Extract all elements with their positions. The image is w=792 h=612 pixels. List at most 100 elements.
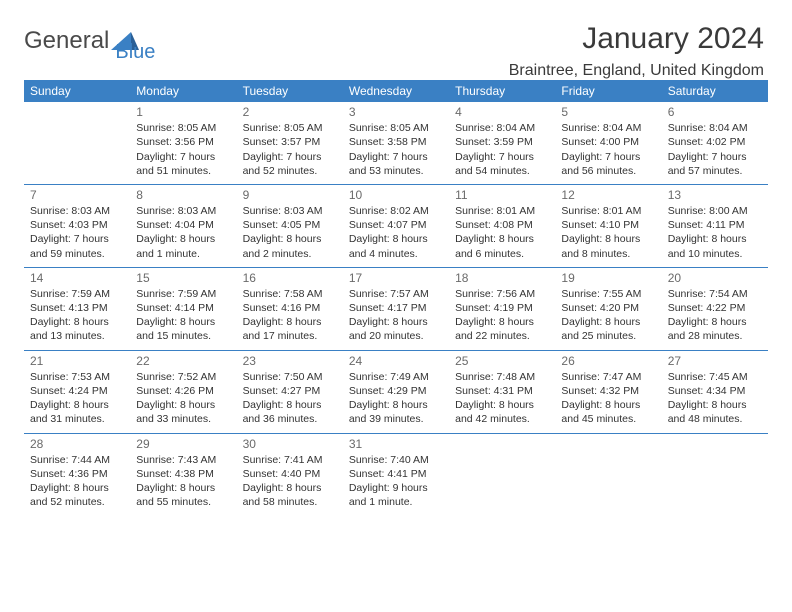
sunrise-text: Sunrise: 7:59 AM — [136, 287, 230, 301]
daylight-text-2: and 15 minutes. — [136, 329, 230, 343]
calendar-day-cell: 4Sunrise: 8:04 AMSunset: 3:59 PMDaylight… — [449, 102, 555, 184]
daylight-text-2: and 17 minutes. — [243, 329, 337, 343]
calendar-day-cell: 27Sunrise: 7:45 AMSunset: 4:34 PMDayligh… — [662, 350, 768, 433]
day-number: 31 — [349, 436, 443, 452]
daylight-text-2: and 55 minutes. — [136, 495, 230, 509]
day-number: 14 — [30, 270, 124, 286]
daylight-text-2: and 8 minutes. — [561, 247, 655, 261]
daylight-text-1: Daylight: 7 hours — [561, 150, 655, 164]
calendar-day-cell: 24Sunrise: 7:49 AMSunset: 4:29 PMDayligh… — [343, 350, 449, 433]
day-number: 18 — [455, 270, 549, 286]
day-number: 1 — [136, 104, 230, 120]
calendar-day-cell: 9Sunrise: 8:03 AMSunset: 4:05 PMDaylight… — [237, 184, 343, 267]
calendar-day-cell: 19Sunrise: 7:55 AMSunset: 4:20 PMDayligh… — [555, 267, 661, 350]
day-header: Saturday — [662, 80, 768, 102]
daylight-text-1: Daylight: 8 hours — [668, 232, 762, 246]
calendar-day-cell: 20Sunrise: 7:54 AMSunset: 4:22 PMDayligh… — [662, 267, 768, 350]
day-number: 11 — [455, 187, 549, 203]
sunset-text: Sunset: 4:36 PM — [30, 467, 124, 481]
sunset-text: Sunset: 4:26 PM — [136, 384, 230, 398]
day-number: 9 — [243, 187, 337, 203]
daylight-text-1: Daylight: 7 hours — [136, 150, 230, 164]
calendar-week-row: 1Sunrise: 8:05 AMSunset: 3:56 PMDaylight… — [24, 102, 768, 184]
daylight-text-2: and 54 minutes. — [455, 164, 549, 178]
daylight-text-2: and 28 minutes. — [668, 329, 762, 343]
sunset-text: Sunset: 4:13 PM — [30, 301, 124, 315]
calendar-day-cell: 15Sunrise: 7:59 AMSunset: 4:14 PMDayligh… — [130, 267, 236, 350]
sunrise-text: Sunrise: 8:05 AM — [349, 121, 443, 135]
daylight-text-2: and 56 minutes. — [561, 164, 655, 178]
day-number: 5 — [561, 104, 655, 120]
sunrise-text: Sunrise: 7:50 AM — [243, 370, 337, 384]
logo-text-blue: Blue — [115, 42, 155, 62]
sunset-text: Sunset: 4:29 PM — [349, 384, 443, 398]
sunset-text: Sunset: 4:00 PM — [561, 135, 655, 149]
sunset-text: Sunset: 4:27 PM — [243, 384, 337, 398]
sunset-text: Sunset: 4:19 PM — [455, 301, 549, 315]
day-number: 21 — [30, 353, 124, 369]
sunset-text: Sunset: 4:11 PM — [668, 218, 762, 232]
sunrise-text: Sunrise: 8:04 AM — [561, 121, 655, 135]
daylight-text-2: and 52 minutes. — [30, 495, 124, 509]
sunrise-text: Sunrise: 8:02 AM — [349, 204, 443, 218]
calendar-day-cell — [555, 433, 661, 515]
sunset-text: Sunset: 3:56 PM — [136, 135, 230, 149]
sunset-text: Sunset: 3:57 PM — [243, 135, 337, 149]
daylight-text-1: Daylight: 8 hours — [30, 398, 124, 412]
daylight-text-2: and 1 minute. — [349, 495, 443, 509]
sunset-text: Sunset: 4:16 PM — [243, 301, 337, 315]
day-number: 23 — [243, 353, 337, 369]
daylight-text-1: Daylight: 8 hours — [455, 315, 549, 329]
sunrise-text: Sunrise: 8:04 AM — [455, 121, 549, 135]
calendar-week-row: 28Sunrise: 7:44 AMSunset: 4:36 PMDayligh… — [24, 433, 768, 515]
daylight-text-1: Daylight: 8 hours — [349, 398, 443, 412]
day-header: Tuesday — [237, 80, 343, 102]
calendar-day-cell: 21Sunrise: 7:53 AMSunset: 4:24 PMDayligh… — [24, 350, 130, 433]
sunrise-text: Sunrise: 7:47 AM — [561, 370, 655, 384]
calendar-day-cell: 1Sunrise: 8:05 AMSunset: 3:56 PMDaylight… — [130, 102, 236, 184]
daylight-text-1: Daylight: 9 hours — [349, 481, 443, 495]
daylight-text-2: and 1 minute. — [136, 247, 230, 261]
day-number: 16 — [243, 270, 337, 286]
day-number: 22 — [136, 353, 230, 369]
day-number: 24 — [349, 353, 443, 369]
sunrise-text: Sunrise: 7:40 AM — [349, 453, 443, 467]
day-header: Friday — [555, 80, 661, 102]
daylight-text-2: and 20 minutes. — [349, 329, 443, 343]
daylight-text-2: and 33 minutes. — [136, 412, 230, 426]
calendar-day-cell: 25Sunrise: 7:48 AMSunset: 4:31 PMDayligh… — [449, 350, 555, 433]
day-number: 17 — [349, 270, 443, 286]
sunrise-text: Sunrise: 7:59 AM — [30, 287, 124, 301]
daylight-text-1: Daylight: 8 hours — [136, 398, 230, 412]
calendar-day-cell: 17Sunrise: 7:57 AMSunset: 4:17 PMDayligh… — [343, 267, 449, 350]
day-number: 7 — [30, 187, 124, 203]
sunset-text: Sunset: 4:02 PM — [668, 135, 762, 149]
logo-text-general: General — [24, 29, 109, 53]
sunrise-text: Sunrise: 7:43 AM — [136, 453, 230, 467]
day-number: 15 — [136, 270, 230, 286]
sunset-text: Sunset: 4:03 PM — [30, 218, 124, 232]
calendar-day-cell: 30Sunrise: 7:41 AMSunset: 4:40 PMDayligh… — [237, 433, 343, 515]
day-number: 27 — [668, 353, 762, 369]
daylight-text-2: and 2 minutes. — [243, 247, 337, 261]
calendar-day-cell: 5Sunrise: 8:04 AMSunset: 4:00 PMDaylight… — [555, 102, 661, 184]
daylight-text-2: and 48 minutes. — [668, 412, 762, 426]
calendar-day-cell: 8Sunrise: 8:03 AMSunset: 4:04 PMDaylight… — [130, 184, 236, 267]
day-header: Thursday — [449, 80, 555, 102]
daylight-text-2: and 42 minutes. — [455, 412, 549, 426]
day-header: Monday — [130, 80, 236, 102]
sunset-text: Sunset: 4:08 PM — [455, 218, 549, 232]
daylight-text-1: Daylight: 8 hours — [136, 315, 230, 329]
daylight-text-1: Daylight: 8 hours — [243, 481, 337, 495]
daylight-text-1: Daylight: 8 hours — [30, 481, 124, 495]
calendar-day-cell — [24, 102, 130, 184]
calendar-week-row: 7Sunrise: 8:03 AMSunset: 4:03 PMDaylight… — [24, 184, 768, 267]
daylight-text-2: and 53 minutes. — [349, 164, 443, 178]
day-number: 4 — [455, 104, 549, 120]
sunrise-text: Sunrise: 8:03 AM — [30, 204, 124, 218]
calendar-day-cell: 13Sunrise: 8:00 AMSunset: 4:11 PMDayligh… — [662, 184, 768, 267]
sunrise-text: Sunrise: 8:03 AM — [136, 204, 230, 218]
calendar-day-cell — [449, 433, 555, 515]
sunrise-text: Sunrise: 7:56 AM — [455, 287, 549, 301]
calendar-day-cell: 31Sunrise: 7:40 AMSunset: 4:41 PMDayligh… — [343, 433, 449, 515]
